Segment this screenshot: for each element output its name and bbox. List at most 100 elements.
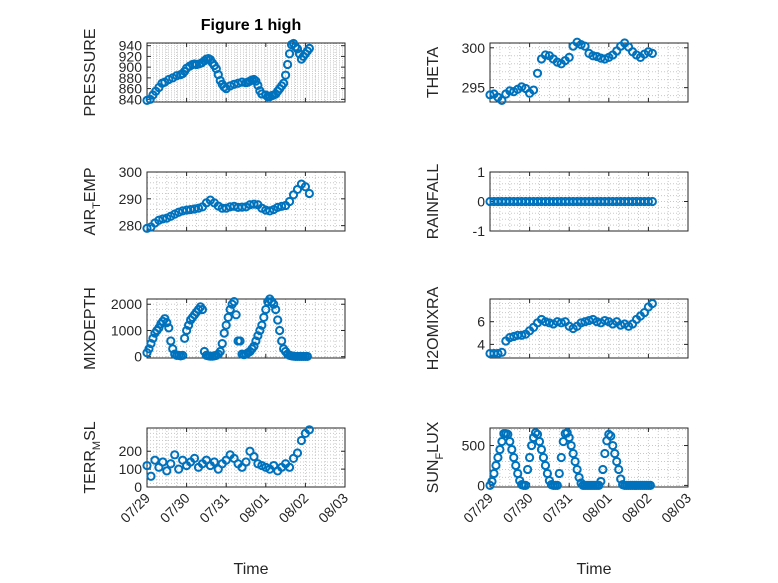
panel-8-point xyxy=(556,452,566,463)
panel-1-point xyxy=(282,59,293,70)
panel-8-point xyxy=(562,428,572,438)
panel-5-ytick-label: 0 xyxy=(134,349,142,365)
panel-2-point xyxy=(532,68,543,78)
panel-8-point xyxy=(568,448,578,459)
panel-1-ytick-label: 920 xyxy=(119,48,143,64)
panel-3-y-label: AIRTEMP xyxy=(82,167,103,235)
panel-8-point xyxy=(552,480,562,491)
panel-2-ytick-label: 300 xyxy=(462,40,486,56)
panel-5-ytick-label: 2000 xyxy=(111,296,142,312)
panel-8-point xyxy=(564,432,574,443)
panel-5-point xyxy=(168,344,178,354)
panel-7-point xyxy=(241,457,251,467)
panel-8-point xyxy=(610,448,620,459)
panel-7-point xyxy=(150,455,160,465)
panel-5-ytick-label: 1000 xyxy=(111,322,142,338)
panel-1-ytick-label: 840 xyxy=(119,91,143,107)
panel-8-point xyxy=(596,476,606,487)
panel-3-ytick-label: 300 xyxy=(119,164,143,180)
panel-7-point xyxy=(174,464,184,474)
panel-8-point xyxy=(526,440,537,451)
panel-7-point xyxy=(209,457,219,467)
panel-8-point xyxy=(509,452,519,463)
panel-1-point xyxy=(279,78,289,88)
panel-8-point xyxy=(554,468,564,479)
panel-6-ytick-label: 4 xyxy=(477,336,485,352)
panel-8-point xyxy=(495,444,505,455)
panel-7-point xyxy=(284,462,295,472)
panel-6-point xyxy=(540,317,551,327)
panel-5-point xyxy=(249,341,259,351)
panel-5-point xyxy=(144,344,154,354)
panel-1-point xyxy=(281,70,291,80)
panel-8-point xyxy=(523,464,533,475)
panel-1-frame xyxy=(146,42,346,103)
panel-6-point xyxy=(647,298,657,309)
panel-7-xtick-label: 07/31 xyxy=(196,490,232,526)
panel-8-point xyxy=(487,476,497,487)
panel-5-point xyxy=(221,320,231,330)
x-axis-label-right: Time xyxy=(577,561,612,578)
panel-2-point xyxy=(528,85,539,95)
panel-7-ytick-label: 0 xyxy=(134,479,142,495)
panel-5-point xyxy=(231,310,241,320)
panel-5-point xyxy=(275,325,285,336)
panel-7-point xyxy=(292,448,303,458)
panel-8-ytick-label: 500 xyxy=(462,438,486,454)
panel-8-point xyxy=(614,464,624,475)
panel-2-point xyxy=(505,86,515,96)
panel-8-point xyxy=(645,480,655,491)
panel-5-point xyxy=(219,328,229,338)
panel-5-point xyxy=(183,320,194,330)
panel-3-point xyxy=(189,204,200,214)
panel-2-frame xyxy=(489,42,689,103)
panel-7-xtick-label: 08/01 xyxy=(236,490,272,526)
panel-8-point xyxy=(521,480,531,491)
panel-8-point xyxy=(538,452,549,463)
panel-8-point xyxy=(497,436,507,447)
panel-5-point xyxy=(302,351,312,362)
panel-3-point xyxy=(237,202,247,212)
panel-2: 295 300 THETA xyxy=(425,37,689,106)
panel-5-point xyxy=(164,323,174,333)
panel-5-point xyxy=(277,336,287,346)
panel-8-xtick-label: 08/02 xyxy=(618,490,654,526)
panel-7-point xyxy=(170,450,180,460)
panel-2-point xyxy=(564,52,574,62)
panel-7-point xyxy=(146,471,156,481)
panel-4-point xyxy=(643,196,654,207)
panel-5-y-label: MIXDEPTH xyxy=(82,287,99,370)
panel-2-y-label: THETA xyxy=(425,47,442,99)
panel-5-point xyxy=(225,304,235,315)
panel-8-xtick-label: 08/01 xyxy=(579,490,615,526)
panel-5-point xyxy=(253,331,263,341)
panel-5-point xyxy=(146,338,156,349)
panel-7-frame xyxy=(146,427,346,488)
panel-5-point xyxy=(178,350,188,360)
panel-8-point xyxy=(608,440,618,451)
panel-8-point xyxy=(536,444,547,455)
panel-7-point xyxy=(162,466,172,476)
panel-8-point xyxy=(542,468,553,479)
panel-5-point xyxy=(235,336,245,346)
panel-5-point xyxy=(261,304,271,315)
panel-3-point xyxy=(158,214,168,224)
panel-7-y-label: TERRMSL xyxy=(82,421,103,493)
panel-5-point xyxy=(251,336,261,346)
panel-5-point xyxy=(148,333,158,343)
panel-8-point xyxy=(540,460,551,471)
panel-2-point xyxy=(647,48,657,58)
panel-8-point xyxy=(507,444,517,455)
panel-8-point xyxy=(534,436,545,447)
panel-6-ytick-label: 6 xyxy=(477,314,485,330)
panel-3-point xyxy=(277,201,287,211)
panel-8-xtick-label: 07/31 xyxy=(539,490,575,526)
panel-6-point xyxy=(497,347,507,357)
panel-1-ytick-label: 860 xyxy=(119,81,143,97)
figure-title: Figure 1 high xyxy=(201,17,301,34)
panel-5-point xyxy=(215,346,225,357)
panel-3-ytick-label: 290 xyxy=(119,191,143,207)
panel-5-point xyxy=(257,320,267,330)
panel-3-point xyxy=(249,199,259,209)
